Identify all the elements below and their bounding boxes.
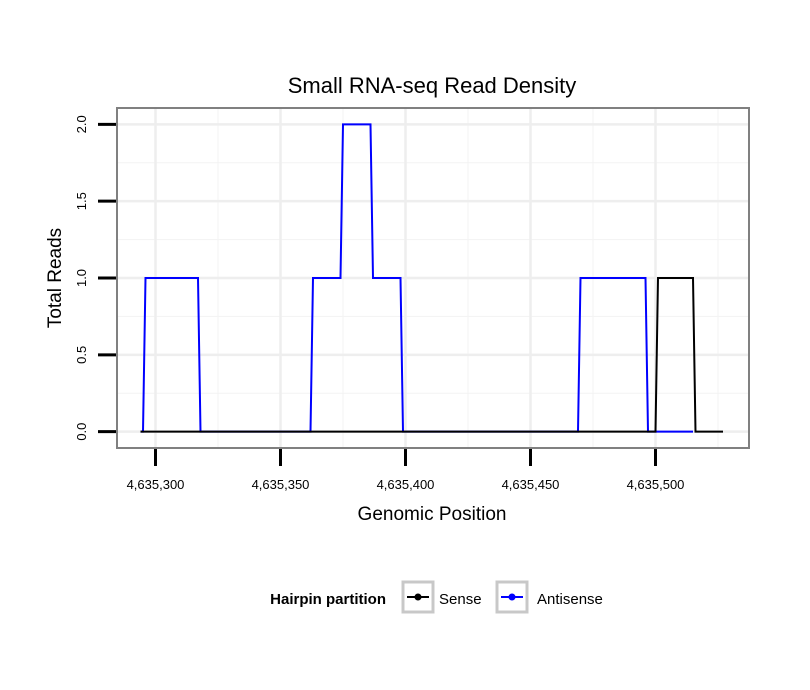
chart-title: Small RNA-seq Read Density bbox=[288, 73, 577, 98]
y-tick-label: 1.5 bbox=[74, 192, 89, 210]
y-tick-label: 0.5 bbox=[74, 346, 89, 364]
legend-dot-antisense bbox=[508, 593, 516, 601]
series-lines bbox=[140, 123, 723, 433]
legend-item-sense: Sense bbox=[401, 580, 482, 614]
legend-label-sense: Sense bbox=[439, 591, 482, 608]
legend-title: Hairpin partition bbox=[270, 591, 386, 608]
x-axis-label: Genomic Position bbox=[358, 504, 507, 525]
y-tick-label: 2.0 bbox=[74, 115, 89, 133]
x-tick-label: 4,635,500 bbox=[627, 477, 685, 492]
series-line-antisense bbox=[140, 123, 693, 433]
series-line-sense bbox=[140, 277, 723, 433]
x-tick-label: 4,635,400 bbox=[377, 477, 435, 492]
y-tick-label: 0.0 bbox=[74, 423, 89, 441]
x-tick-label: 4,635,350 bbox=[252, 477, 310, 492]
x-tick-label: 4,635,450 bbox=[502, 477, 560, 492]
x-tick-label: 4,635,300 bbox=[127, 477, 185, 492]
legend-item-antisense: Antisense bbox=[495, 580, 603, 614]
y-axis-label: Total Reads bbox=[45, 228, 66, 328]
legend-dot-sense bbox=[414, 593, 422, 601]
x-axis: 4,635,300 4,635,350 4,635,400 4,635,450 4,63… bbox=[127, 449, 685, 492]
y-axis: 0.0 0.5 1.0 1.5 2.0 bbox=[74, 115, 116, 441]
legend-label-antisense: Antisense bbox=[537, 591, 603, 608]
legend: Hairpin partition Sense Antisense bbox=[270, 580, 603, 614]
y-tick-label: 1.0 bbox=[74, 269, 89, 287]
